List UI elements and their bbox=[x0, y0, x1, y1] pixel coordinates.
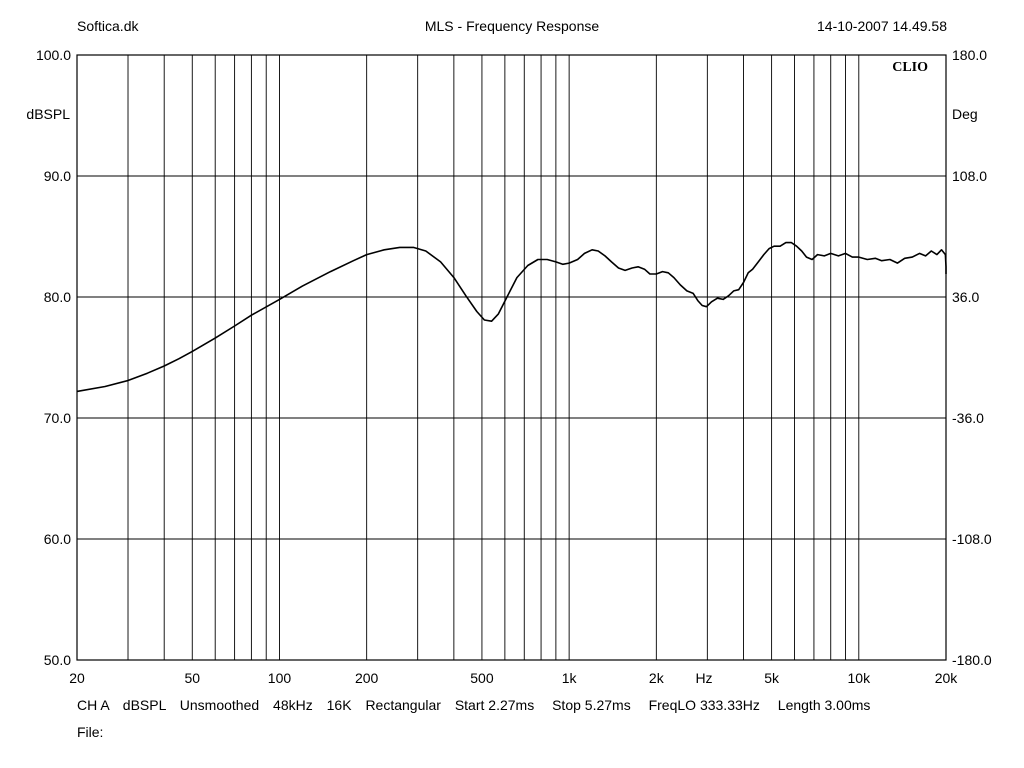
setting-length: Length 3.00ms bbox=[777, 697, 871, 713]
y2-axis-label: Deg bbox=[952, 106, 978, 122]
measurement-settings: CH A dBSPL Unsmoothed 48kHz 16K Rectangu… bbox=[77, 697, 870, 713]
y-tick-label: 90.0 bbox=[44, 168, 71, 184]
y-tick-label: 70.0 bbox=[44, 410, 71, 426]
x-tick-label: 500 bbox=[470, 670, 494, 686]
y-tick-label: 100.0 bbox=[36, 47, 71, 63]
setting-smoothing: Unsmoothed bbox=[179, 697, 260, 713]
x-tick-label: 200 bbox=[355, 670, 379, 686]
setting-window: Rectangular bbox=[365, 697, 441, 713]
x-tick-label: 100 bbox=[268, 670, 292, 686]
y2-tick-label: -36.0 bbox=[952, 410, 984, 426]
x-axis-tick-labels: 20 50 100 200 500 1k 2k 5k 10k 20k bbox=[69, 670, 958, 686]
horizontal-grid-lines bbox=[77, 175, 946, 540]
y-tick-label: 80.0 bbox=[44, 289, 71, 305]
header-left-label: Softica.dk bbox=[77, 18, 139, 34]
setting-units: dBSPL bbox=[122, 697, 166, 713]
y2-tick-label: -180.0 bbox=[952, 652, 992, 668]
x-tick-label: 20k bbox=[935, 670, 959, 686]
x-tick-label: 10k bbox=[848, 670, 872, 686]
file-label: File: bbox=[77, 724, 104, 740]
y-axis-tick-labels: 100.0 90.0 80.0 70.0 60.0 50.0 bbox=[36, 47, 71, 668]
setting-stop: Stop 5.27ms bbox=[552, 697, 631, 713]
y2-tick-label: 36.0 bbox=[952, 289, 979, 305]
y2-tick-label: 108.0 bbox=[952, 168, 987, 184]
frequency-response-curve bbox=[76, 241, 947, 393]
setting-size: 16K bbox=[326, 697, 352, 713]
x-tick-label: 1k bbox=[562, 670, 578, 686]
y-tick-label: 60.0 bbox=[44, 531, 71, 547]
x-tick-label: 5k bbox=[764, 670, 780, 686]
clio-brand-label: CLIO bbox=[892, 60, 928, 75]
chart-title: MLS - Frequency Response bbox=[424, 18, 600, 34]
x-axis-label: Hz bbox=[695, 670, 712, 686]
y-axis-label: dBSPL bbox=[26, 106, 70, 122]
x-tick-label: 2k bbox=[649, 670, 665, 686]
plot-frame bbox=[76, 54, 947, 661]
header-timestamp: 14-10-2007 14.49.58 bbox=[817, 18, 947, 34]
x-tick-label: 20 bbox=[69, 670, 85, 686]
y2-axis-tick-labels: 180.0 108.0 36.0 -36.0 -108.0 -180.0 bbox=[952, 47, 992, 668]
setting-sample-rate: 48kHz bbox=[273, 697, 313, 713]
y-tick-label: 50.0 bbox=[44, 652, 71, 668]
y2-tick-label: -108.0 bbox=[952, 531, 992, 547]
vertical-grid-lines bbox=[127, 55, 860, 660]
x-tick-label: 50 bbox=[184, 670, 200, 686]
setting-freq-lo: FreqLO 333.33Hz bbox=[648, 697, 760, 713]
setting-channel: CH A bbox=[77, 697, 109, 713]
setting-start: Start 2.27ms bbox=[454, 697, 535, 713]
y2-tick-label: 180.0 bbox=[952, 47, 987, 63]
